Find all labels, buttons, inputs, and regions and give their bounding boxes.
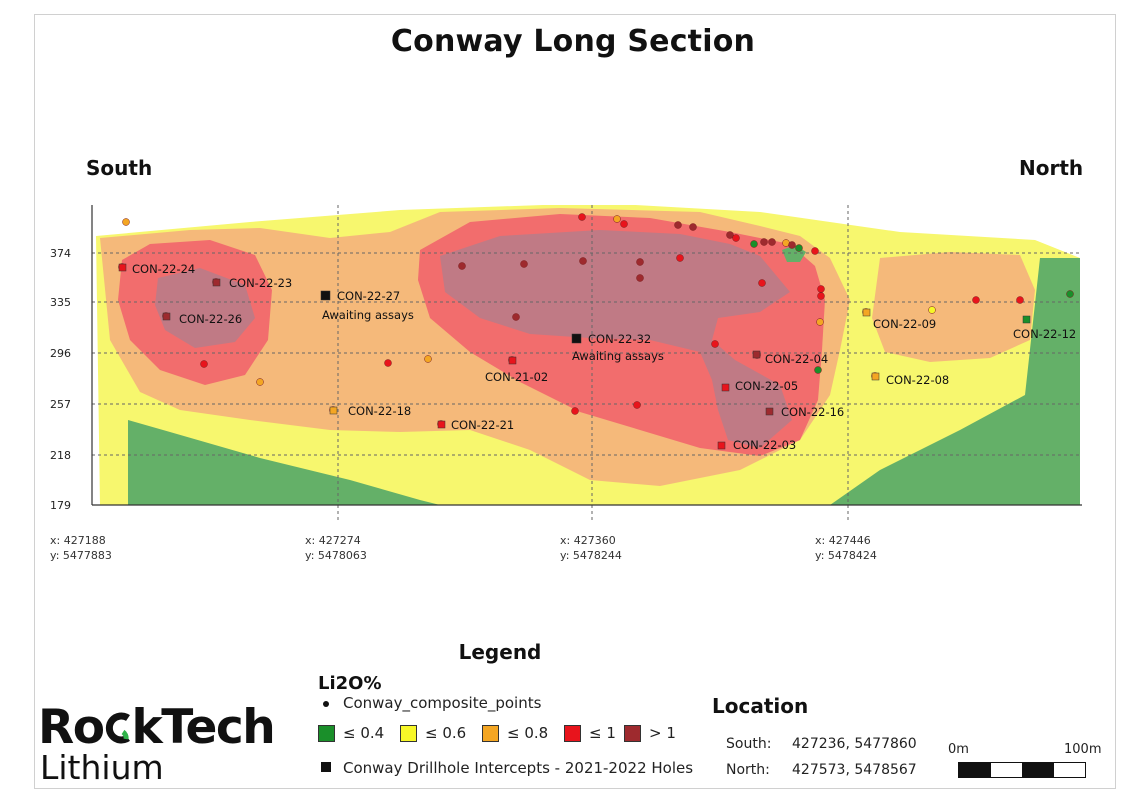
axes [91, 205, 1082, 506]
drillhole-label: CON-22-16 [781, 405, 844, 419]
x-tick-coord: x: 427274 y: 5478063 [305, 534, 367, 562]
y-tick-label: 218 [50, 449, 71, 462]
drillhole-label: CON-22-05 [735, 379, 798, 393]
legend-intercepts-label: Conway Drillhole Intercepts - 2021-2022 … [343, 759, 694, 777]
drillhole-label: CON-22-12 [1013, 327, 1076, 341]
drillhole-label: CON-21-02 [485, 370, 548, 384]
y-tick-label: 179 [50, 499, 71, 512]
legend-swatch-green [318, 725, 335, 742]
legend-swatch-darkred [624, 725, 641, 742]
drillhole-label-layer: CON-22-24 CON-22-23 CON-22-26 CON-22-27 … [132, 262, 1076, 452]
location-title: Location [712, 694, 809, 718]
rocktech-logo-sub: Lithium [40, 748, 164, 787]
grade-contour-layers [96, 205, 1080, 505]
x-tick-coord: x: 427188 y: 5477883 [50, 534, 112, 562]
drillhole-label: CON-22-32 [588, 332, 651, 346]
legend-swatch-orange [482, 725, 499, 742]
scale-bar [958, 762, 1086, 778]
location-north-value: 427573, 5478567 [792, 762, 917, 778]
page-title: Conway Long Section [390, 24, 756, 59]
drillhole-label: CON-22-27 [337, 289, 400, 303]
y-axis-labels: 374 335 296 257 218 179 [50, 247, 71, 512]
awaiting-assays-note: Awaiting assays [572, 349, 664, 363]
drillhole-label: CON-22-03 [733, 438, 796, 452]
zone-dark-central [440, 230, 792, 448]
li2o-title: Li2O% [318, 673, 382, 694]
y-tick-label: 257 [50, 398, 71, 411]
x-tick-coord: x: 427360 y: 5478244 [560, 534, 622, 562]
drillhole-label: CON-22-26 [179, 312, 242, 326]
drillhole-label: CON-22-18 [348, 404, 411, 418]
location-south-value: 427236, 5477860 [792, 736, 917, 752]
logo-c-icon [106, 712, 131, 744]
point-symbol-icon [323, 701, 329, 707]
rocktech-logo-wordmark: Ro kTech [38, 700, 276, 755]
legend-points-label: Conway_composite_points [343, 694, 542, 712]
legend-class-label: > 1 [649, 724, 676, 742]
legend-class-label: ≤ 0.4 [343, 724, 385, 742]
legend-title: Legend [458, 640, 542, 664]
direction-south-label: South [86, 156, 153, 180]
zone-green-north [830, 258, 1080, 505]
legend-class-label: ≤ 0.8 [507, 724, 549, 742]
direction-north-label: North [1019, 156, 1084, 180]
location-north-label: North: [726, 762, 770, 778]
figure-frame [34, 14, 1116, 789]
drillhole-label: CON-22-21 [451, 418, 514, 432]
y-tick-label: 296 [50, 347, 71, 360]
legend-class-label: ≤ 1 [589, 724, 616, 742]
intercept-symbol-icon [321, 762, 331, 772]
y-tick-label: 374 [50, 247, 71, 260]
logo-text-part: Ro [38, 700, 105, 755]
zone-dark-south [155, 268, 255, 348]
y-tick-label: 335 [50, 296, 71, 309]
legend-swatch-yellow [400, 725, 417, 742]
grid-lines [92, 205, 1082, 520]
drillhole-label: CON-22-24 [132, 262, 195, 276]
scale-label-start: 0m [948, 742, 969, 757]
location-south-label: South: [726, 736, 772, 752]
legend-class-label: ≤ 0.6 [425, 724, 467, 742]
logo-text-part: kTech [131, 700, 275, 755]
awaiting-assays-note: Awaiting assays [322, 308, 414, 322]
drillhole-label: CON-22-23 [229, 276, 292, 290]
drillhole-label: CON-22-04 [765, 352, 828, 366]
x-tick-coord: x: 427446 y: 5478424 [815, 534, 877, 562]
drillhole-label: CON-22-08 [886, 373, 949, 387]
legend-swatch-red [564, 725, 581, 742]
zone-orange-north [872, 252, 1035, 362]
scale-label-end: 100m [1064, 742, 1102, 757]
drillhole-intercepts [118, 263, 1031, 450]
drillhole-label: CON-22-09 [873, 317, 936, 331]
zone-green-south [128, 420, 440, 505]
